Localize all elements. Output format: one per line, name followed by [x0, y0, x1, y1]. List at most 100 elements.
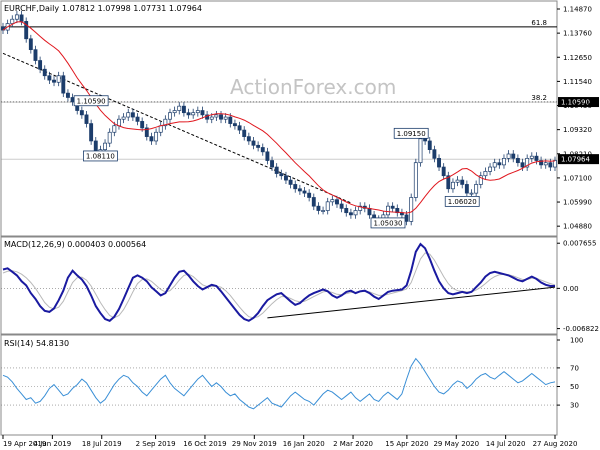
candle-body — [325, 201, 330, 211]
watermark: ActionForex.com — [230, 75, 396, 99]
candle-body — [274, 166, 279, 174]
rsi-line — [2, 357, 556, 410]
price-tag-box — [558, 154, 599, 165]
fib-level-label: 61.8 — [531, 19, 547, 27]
candle-body — [10, 18, 15, 24]
x-tick-label: 14 Jul 2020 — [486, 440, 526, 448]
price-annotations: 1.10590 1.08110 1.09150 1.05030 1.06020 — [73, 95, 480, 229]
candle-body — [158, 125, 163, 133]
price-annotation-box — [370, 217, 406, 229]
candle-body — [339, 203, 344, 209]
candle-body — [474, 184, 479, 194]
candle-body — [437, 157, 441, 168]
x-tick-label: 29 Nov 2019 — [232, 440, 277, 448]
candle-body — [19, 14, 24, 22]
price-y-tick-label: 1.08210 — [563, 150, 592, 158]
rsi-y-tick-label: 30 — [570, 402, 579, 410]
price-y-tick-label: 1.10430 — [563, 102, 592, 110]
candle-body — [418, 138, 423, 164]
x-tick-label: 2 Mar 2020 — [333, 440, 373, 448]
candle-body — [214, 114, 219, 118]
candle-body — [488, 166, 493, 172]
candle-body — [209, 116, 214, 120]
candle-body — [126, 112, 131, 118]
candle-body — [61, 75, 66, 94]
price-tag-label: 1.10590 — [561, 99, 590, 107]
candle-body — [28, 38, 33, 51]
candle-body — [330, 199, 335, 203]
candle-body — [553, 160, 557, 168]
candle-body — [386, 205, 390, 216]
candle-body — [84, 114, 89, 124]
price-trendline — [2, 52, 352, 204]
candle-body — [321, 210, 326, 212]
candle-body — [117, 118, 121, 127]
candle-body — [529, 155, 534, 159]
candle-body — [103, 142, 108, 151]
candle-body — [246, 136, 251, 142]
price-title: EURCHF,Daily — [4, 4, 59, 13]
candle-body — [358, 205, 363, 211]
candle-body — [284, 175, 288, 181]
candle-body — [112, 125, 117, 133]
x-tick-label: 29 May 2020 — [433, 440, 479, 448]
candle-body — [492, 162, 497, 168]
candle-body — [293, 184, 298, 190]
macd-title: MACD(12,26,9) 0.000403 0.000564 — [4, 240, 146, 249]
price-annotation-label: 1.05030 — [374, 220, 403, 228]
candle-body — [483, 171, 488, 177]
macd-line — [2, 242, 555, 322]
candle-body — [149, 136, 154, 142]
price-y-tick-label: 1.07100 — [563, 174, 592, 182]
candle-body — [506, 153, 511, 159]
candle-body — [423, 138, 428, 142]
candle-body — [33, 49, 38, 61]
candle-body — [450, 181, 455, 190]
price-annotation-box — [73, 95, 109, 107]
rsi-y-tick-label: 100 — [570, 337, 583, 345]
candle-body — [154, 131, 159, 142]
price-annotation-label: 1.09150 — [397, 130, 426, 138]
candle-body — [172, 110, 177, 114]
price-annotation-box — [444, 195, 480, 207]
candle-body — [446, 175, 451, 190]
x-tick-label: 19 Apr 2019 — [3, 440, 46, 448]
price-header-values: 1.07812 1.07998 1.07731 1.07964 — [62, 4, 202, 13]
candle-body — [256, 144, 261, 148]
price-annotation-label: 1.08110 — [86, 153, 115, 161]
price-tag-label: 1.07964 — [561, 156, 590, 164]
candle-body — [311, 197, 316, 207]
x-tick-label: 15 Apr 2020 — [385, 440, 428, 448]
candle-body — [42, 68, 47, 77]
candle-body — [219, 114, 223, 120]
candle-body — [520, 162, 525, 168]
candle-body — [195, 110, 200, 114]
price-annotation-label: 1.10590 — [77, 97, 106, 105]
candle-body — [515, 157, 520, 164]
candle-body — [302, 190, 307, 194]
candle-body — [70, 97, 75, 103]
macd-panel: MACD(12,26,9) 0.000403 0.000564 0.007655… — [0, 236, 599, 335]
candle-body — [107, 131, 112, 144]
candle-body — [548, 162, 553, 168]
macd-y-tick-label: 0.007655 — [563, 240, 596, 248]
price-y-tick-label: 1.11540 — [563, 78, 592, 86]
candle-body — [413, 162, 418, 198]
candle-body — [251, 140, 256, 146]
candle-body — [135, 116, 140, 122]
x-tick-label: 2 Sep 2019 — [136, 440, 176, 448]
candle-body — [270, 160, 274, 168]
candle-body — [56, 75, 61, 83]
candle-body — [455, 179, 460, 183]
rsi-panel: RSI(14) 54.8130 100 70 50 30 — [0, 334, 583, 436]
candle-body — [427, 140, 432, 151]
dashed-trendline — [2, 52, 352, 204]
candle-body — [177, 105, 182, 111]
x-tick-label: 27 Aug 2020 — [533, 440, 578, 448]
macd-y-tick-label: 0.00 — [563, 285, 579, 293]
candle-body — [163, 118, 168, 127]
macd-y-tick-label: -0.006822 — [563, 325, 599, 333]
candle-body — [140, 121, 145, 129]
price-annotation-label: 1.06020 — [448, 198, 477, 206]
